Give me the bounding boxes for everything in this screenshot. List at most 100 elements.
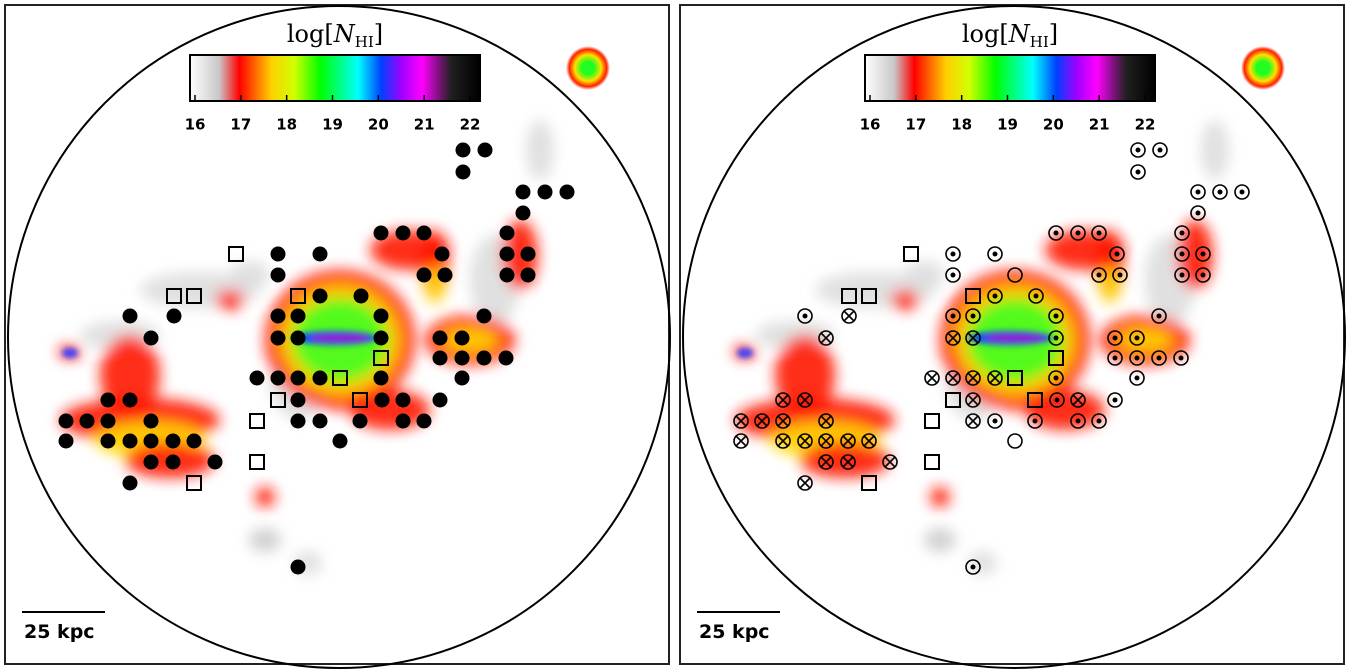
marker-ring (965, 392, 981, 408)
scale-bar-label: 25 kpc (699, 621, 770, 643)
marker-filled (122, 475, 138, 491)
marker-square (903, 246, 919, 262)
marker-ring (1174, 267, 1190, 283)
gas-blob (930, 487, 950, 507)
marker-filled (352, 413, 368, 429)
marker-square (332, 370, 348, 386)
marker-dot (1134, 375, 1140, 381)
marker-cross (947, 332, 959, 344)
colorbar-tick-label: 17 (905, 116, 926, 134)
marker-dot (1179, 251, 1185, 257)
gas-blob (100, 335, 160, 415)
marker-square (861, 288, 877, 304)
marker-filled (395, 392, 411, 408)
colorbar-tick-label: 20 (368, 116, 389, 134)
colorbar-tick-label: 21 (414, 116, 435, 134)
colorbar-tick-label: 22 (1135, 116, 1156, 134)
marker-dot (1179, 272, 1185, 278)
marker-square (290, 288, 306, 304)
colorbar-tick-label: 16 (185, 116, 206, 134)
colorbar-tick-label: 21 (1089, 116, 1110, 134)
marker-dot (950, 251, 956, 257)
marker-dot (1179, 230, 1185, 236)
marker-dot (1134, 355, 1140, 361)
marker-ring (1190, 205, 1206, 221)
marker-dot (1053, 375, 1059, 381)
scale-bar-label: 25 kpc (24, 621, 95, 643)
marker-filled (100, 392, 116, 408)
marker-dot (802, 313, 808, 319)
colorbar-label-part: log[ (287, 20, 334, 48)
disk (737, 331, 1052, 358)
marker-dot (1200, 272, 1206, 278)
marker-ring (1070, 392, 1086, 408)
marker-filled (454, 350, 470, 366)
marker-filled (122, 392, 138, 408)
marker-filled (520, 267, 536, 283)
marker-filled (100, 413, 116, 429)
marker-dot (1217, 189, 1223, 195)
marker-dot (1096, 272, 1102, 278)
marker-ring (818, 454, 834, 470)
marker-ring (945, 246, 961, 262)
marker-cross (967, 394, 979, 406)
colorbar-tick-label: 18 (951, 116, 972, 134)
marker-filled (312, 370, 328, 386)
marker-dot (1117, 272, 1123, 278)
marker-filled (454, 370, 470, 386)
marker-filled (290, 559, 306, 575)
marker-ring (1129, 350, 1145, 366)
colorbar-label-part: N (1008, 20, 1031, 48)
marker-ring (775, 433, 791, 449)
marker-square (1048, 350, 1064, 366)
colorbar-label-part: log[ (962, 20, 1009, 48)
marker-square (352, 392, 368, 408)
marker-ring (987, 413, 1003, 429)
marker-filled (432, 350, 448, 366)
marker-ring (1129, 370, 1145, 386)
marker-filled (476, 350, 492, 366)
marker-ring (1107, 392, 1123, 408)
marker-cross (777, 415, 789, 427)
marker-ring (1190, 184, 1206, 200)
marker-ring (924, 370, 940, 386)
colorbar-tick-label: 16 (860, 116, 881, 134)
marker-filled (373, 330, 389, 346)
marker-cross (799, 394, 811, 406)
gas-blob (775, 335, 835, 415)
marker-filled (395, 225, 411, 241)
marker-ring (1070, 413, 1086, 429)
marker-filled (432, 392, 448, 408)
marker-cross (756, 415, 768, 427)
marker-dot (1112, 355, 1118, 361)
marker-dot (1053, 335, 1059, 341)
marker-filled (58, 413, 74, 429)
marker-ring (987, 246, 1003, 262)
marker-dot (1053, 230, 1059, 236)
marker-dot (1096, 418, 1102, 424)
marker-dot (1075, 230, 1081, 236)
marker-ring (840, 433, 856, 449)
marker-filled (143, 413, 159, 429)
colorbar-tick-label: 19 (322, 116, 343, 134)
marker-cross (926, 372, 938, 384)
marker-ring (965, 330, 981, 346)
marker-ring (965, 413, 981, 429)
marker-filled (100, 433, 116, 449)
marker-square (373, 350, 389, 366)
disk (62, 331, 377, 358)
marker-square (166, 288, 182, 304)
marker-ring (945, 267, 961, 283)
marker-ring (841, 308, 857, 324)
marker-filled (373, 370, 389, 386)
marker-cross (843, 310, 855, 322)
marker-square (228, 246, 244, 262)
marker-filled (290, 392, 306, 408)
marker-ring (1195, 246, 1211, 262)
marker-dot (970, 313, 976, 319)
marker-ring (1195, 267, 1211, 283)
marker-filled (537, 184, 553, 200)
marker-filled (270, 308, 286, 324)
